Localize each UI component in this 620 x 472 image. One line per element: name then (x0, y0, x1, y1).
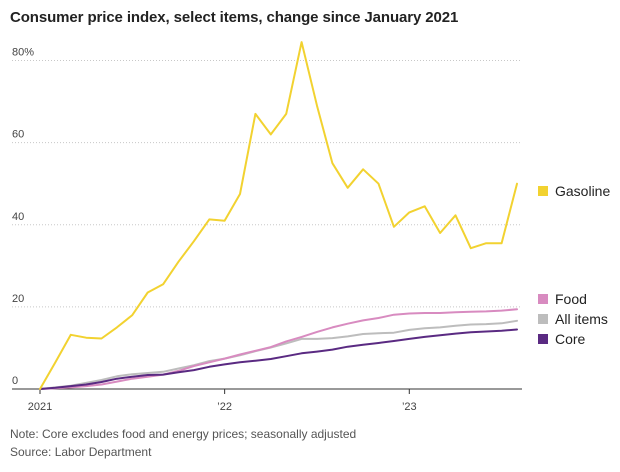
y-axis-ticks: 80% 60 40 20 0 (12, 47, 34, 387)
footnote: Note: Core excludes food and energy pric… (10, 427, 357, 441)
y-tick-label: 40 (12, 211, 24, 223)
series-line-core (39, 328, 518, 390)
legend-label-food: Food (555, 291, 587, 307)
series-line-food (39, 308, 518, 390)
grid-lines (12, 60, 522, 308)
y-tick-label: 20 (12, 293, 24, 305)
series-lines (39, 41, 518, 390)
x-tick-label: ’23 (402, 401, 417, 413)
y-tick-label: 80% (12, 47, 34, 59)
legend-label-all-items: All items (555, 311, 608, 327)
legend-swatch-all-items (538, 314, 548, 324)
series-line-all-items (39, 319, 518, 390)
y-tick-label: 0 (12, 375, 18, 387)
legend-swatch-gasoline (538, 186, 548, 196)
source-note: Source: Labor Department (10, 445, 152, 459)
legend-swatch-food (538, 294, 548, 304)
x-tick-label: 2021 (28, 401, 52, 413)
x-axis: 2021 ’22 ’23 (12, 388, 522, 413)
series-line-gasoline (39, 41, 518, 390)
chart-title: Consumer price index, select items, chan… (10, 9, 459, 26)
legend-label-core: Core (555, 331, 586, 347)
legend-swatch-core (538, 334, 548, 344)
y-tick-label: 60 (12, 129, 24, 141)
legend: Gasoline Food All items Core (538, 183, 610, 347)
legend-label-gasoline: Gasoline (555, 183, 610, 199)
x-tick-label: ’22 (217, 401, 232, 413)
